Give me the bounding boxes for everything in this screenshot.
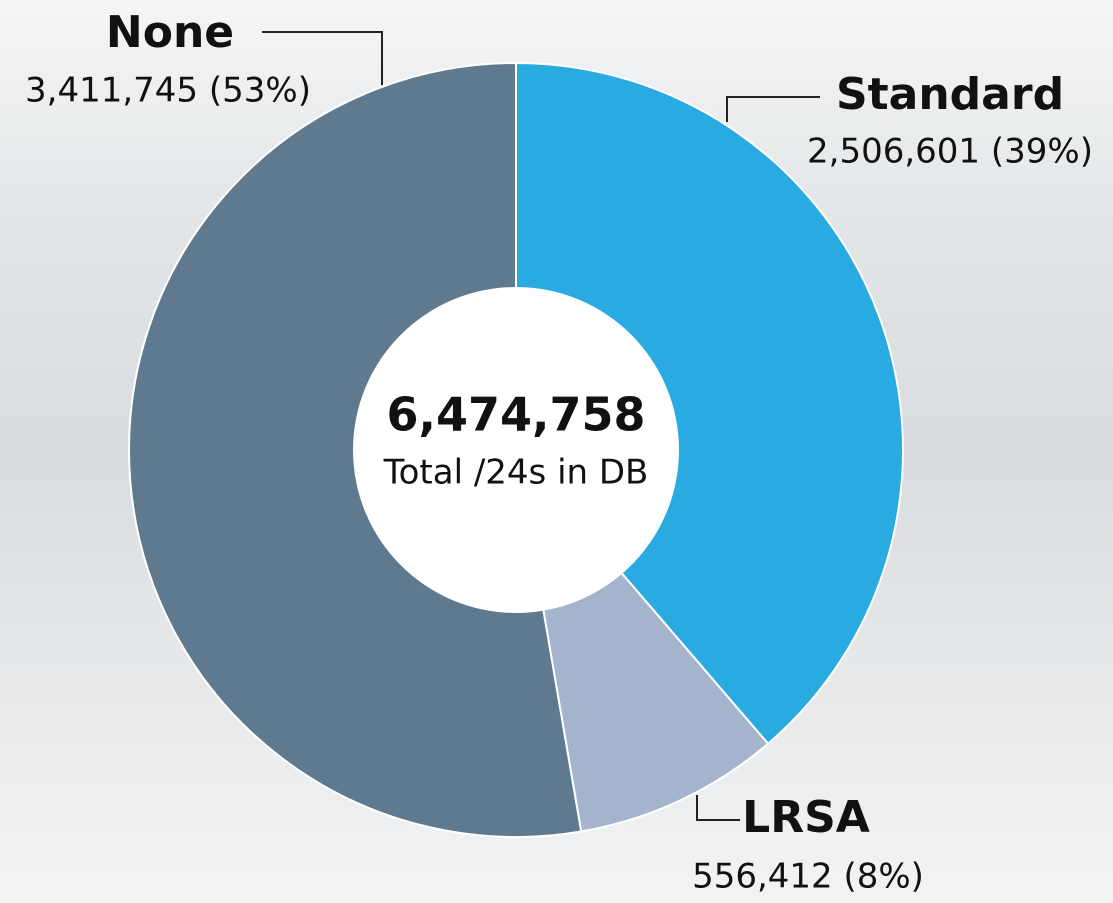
slice-value-label: 2,506,601 (39%) [807, 132, 1093, 172]
chart: 6,474,758 Total /24s in DB Standard 2,506… [0, 0, 1113, 903]
center-subtitle: Total /24s in DB [383, 453, 649, 493]
slice-label: LRSA [742, 792, 870, 843]
slice-label: None [106, 7, 234, 58]
slice-label: Standard [836, 69, 1064, 120]
slice-value-label: 3,411,745 (53%) [25, 71, 311, 111]
page: 6,474,758 Total /24s in DB Standard 2,506… [0, 0, 1113, 903]
center-title: 6,474,758 [387, 388, 646, 442]
donut-hole [353, 287, 679, 613]
slice-value-label: 556,412 (8%) [692, 857, 924, 897]
